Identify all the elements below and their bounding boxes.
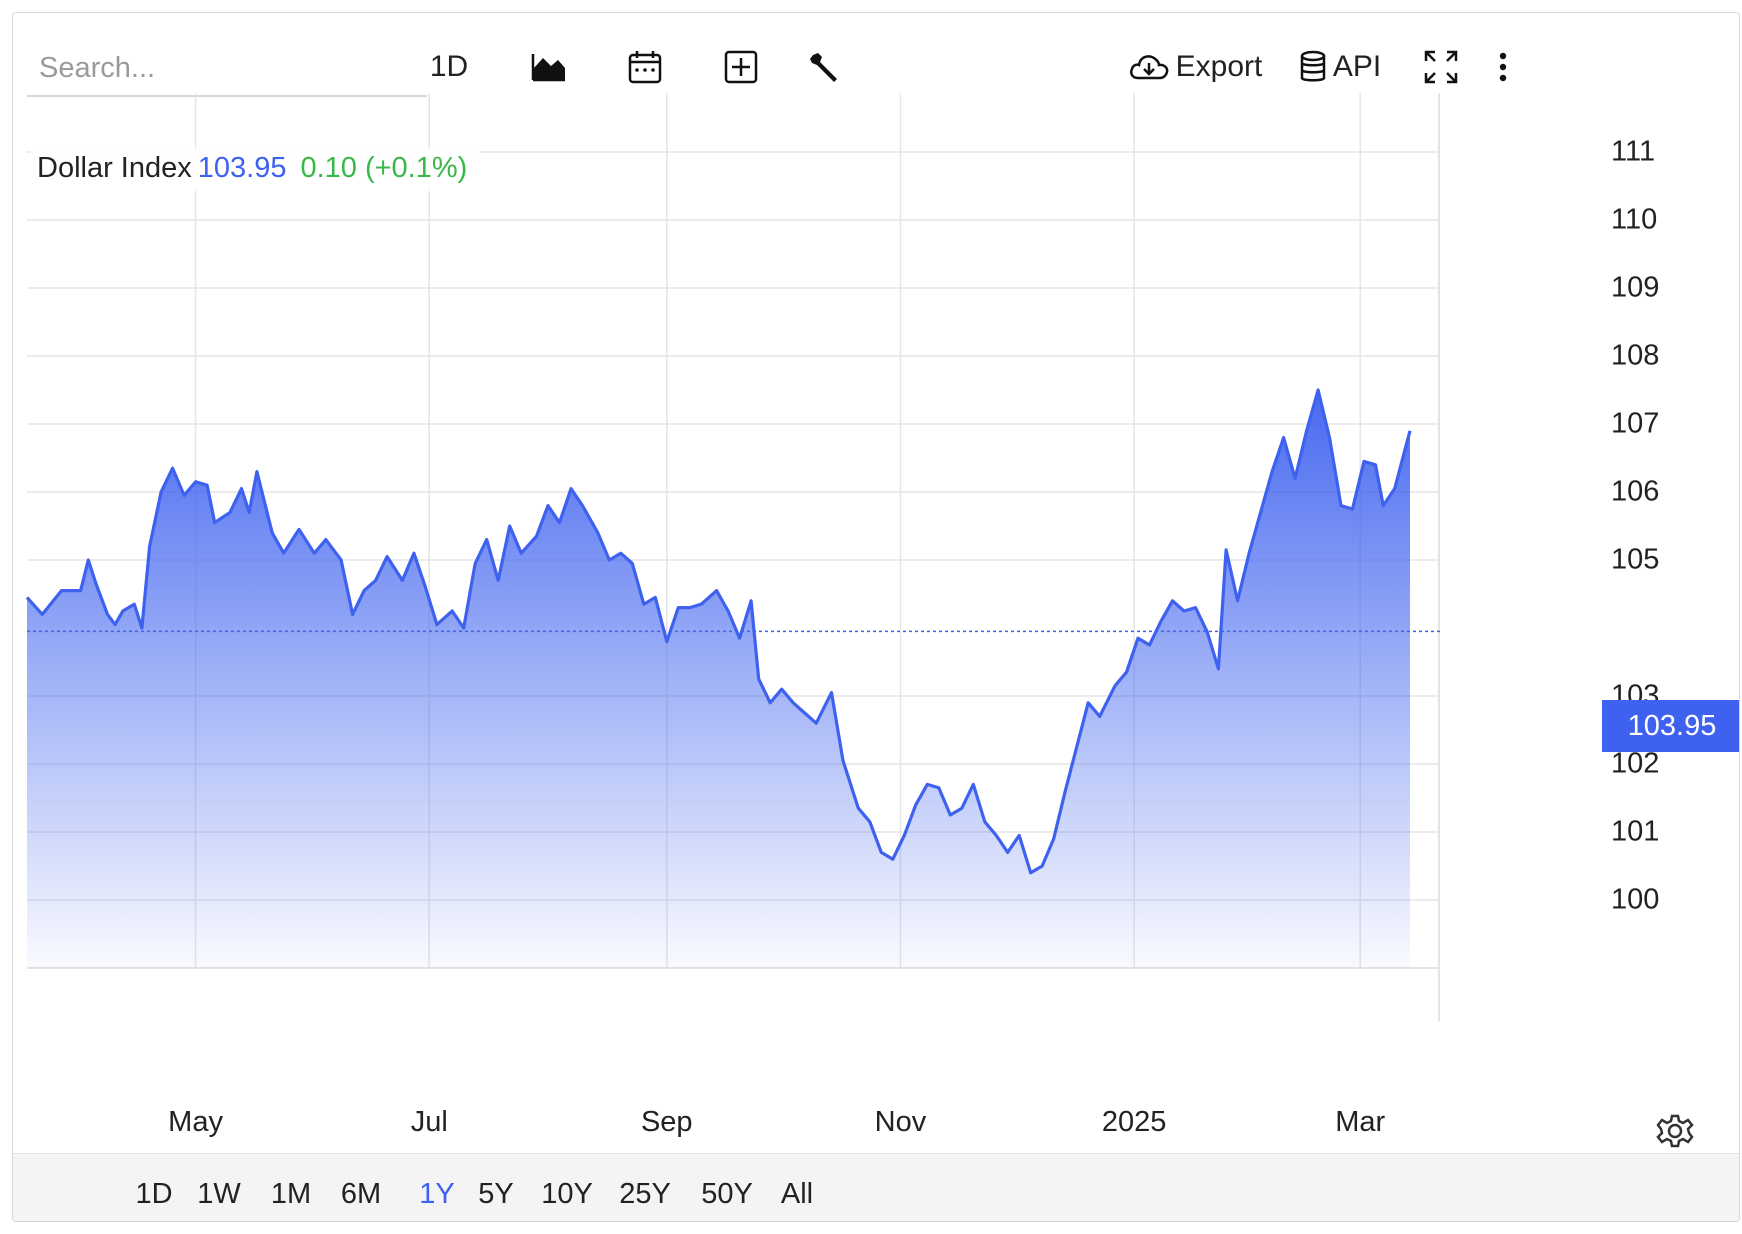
y-tick-label: 105 bbox=[1611, 543, 1660, 576]
range-bar bbox=[13, 1153, 1739, 1221]
range-1y-button[interactable]: 1Y bbox=[405, 1178, 469, 1221]
add-icon[interactable] bbox=[717, 41, 765, 93]
legend-price: 103.95 bbox=[197, 152, 287, 184]
y-tick-label: 109 bbox=[1611, 271, 1660, 304]
legend-name: Dollar Index bbox=[37, 152, 192, 184]
range-all-button[interactable]: All bbox=[780, 1178, 814, 1210]
export-button[interactable]: Export bbox=[1125, 41, 1265, 93]
api-button[interactable]: API bbox=[1295, 41, 1385, 93]
legend-change: 0.10 (+0.1%) bbox=[300, 152, 468, 184]
more-vertical-icon[interactable] bbox=[1491, 41, 1515, 93]
interval-button[interactable]: 1D bbox=[429, 50, 469, 83]
x-tick-label: Nov bbox=[874, 1106, 927, 1138]
y-tick-label: 100 bbox=[1611, 883, 1660, 916]
range-25y-button[interactable]: 25Y bbox=[619, 1178, 671, 1210]
range-50y-button[interactable]: 50Y bbox=[701, 1178, 753, 1210]
x-tick-label: Sep bbox=[640, 1106, 693, 1138]
y-tick-label: 101 bbox=[1611, 815, 1660, 848]
chart-legend: Dollar Index 103.95 0.10 (+0.1%) bbox=[31, 148, 480, 191]
x-tick-label: May bbox=[168, 1106, 223, 1138]
y-tick-label: 107 bbox=[1611, 407, 1660, 440]
x-tick-label: 2025 bbox=[1101, 1106, 1167, 1138]
export-label: Export bbox=[1175, 50, 1263, 83]
y-tick-label: 110 bbox=[1611, 203, 1658, 236]
fullscreen-icon[interactable] bbox=[1417, 41, 1465, 93]
range-10y-button[interactable]: 10Y bbox=[541, 1178, 593, 1210]
y-tick-label: 106 bbox=[1611, 475, 1660, 508]
gear-icon[interactable] bbox=[1655, 1111, 1695, 1151]
x-tick-label: Jul bbox=[410, 1106, 448, 1138]
calendar-icon[interactable] bbox=[621, 41, 669, 93]
range-1m-button[interactable]: 1M bbox=[270, 1178, 312, 1210]
range-1d-button[interactable]: 1D bbox=[135, 1178, 173, 1210]
chart-widget: 1D Export API Dollar Inde bbox=[12, 12, 1740, 1222]
api-label: API bbox=[1332, 50, 1382, 83]
current-price-tag: 103.95 bbox=[1602, 700, 1739, 752]
range-6m-button[interactable]: 6M bbox=[340, 1178, 382, 1210]
range-1w-button[interactable]: 1W bbox=[197, 1178, 241, 1210]
price-chart bbox=[25, 93, 1443, 1021]
x-tick-label: Mar bbox=[1335, 1106, 1386, 1138]
price-area bbox=[27, 390, 1410, 968]
y-tick-label: 108 bbox=[1611, 339, 1660, 372]
y-tick-label: 111 bbox=[1611, 135, 1656, 168]
cloud-download-icon bbox=[1129, 55, 1169, 80]
database-icon bbox=[1300, 50, 1326, 82]
y-tick-label: 102 bbox=[1611, 747, 1660, 780]
area-chart-icon[interactable] bbox=[525, 41, 573, 93]
price-line bbox=[25, 388, 1412, 875]
search-input[interactable] bbox=[27, 41, 427, 97]
range-5y-button[interactable]: 5Y bbox=[478, 1178, 514, 1210]
wrench-icon[interactable] bbox=[801, 41, 849, 93]
